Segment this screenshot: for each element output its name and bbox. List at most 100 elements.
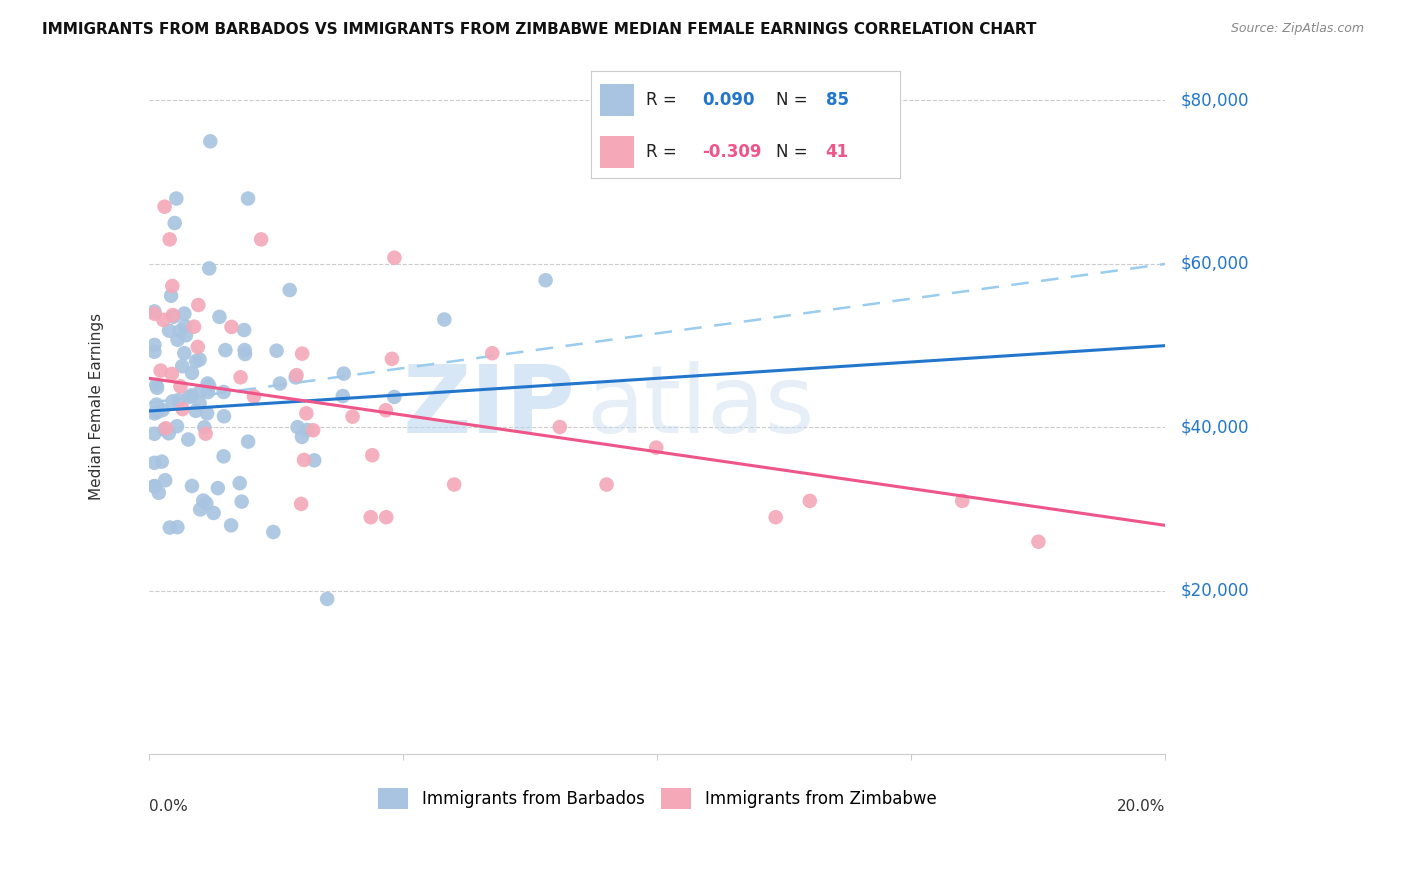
Point: [159, 232, 181, 246]
Text: 20.0%: 20.0%: [1116, 799, 1166, 814]
Legend: Immigrants from Barbados, Immigrants from Zimbabwe: Immigrants from Barbados, Immigrants fro…: [371, 781, 943, 815]
Point: [207, 481, 229, 495]
Point: [180, 388, 202, 402]
Point: [214, 343, 236, 358]
Point: [188, 352, 211, 367]
Point: [295, 423, 318, 437]
Point: [233, 343, 256, 357]
Point: [157, 324, 180, 338]
Point: [250, 232, 273, 246]
Point: [197, 385, 219, 400]
Point: [183, 319, 205, 334]
Point: [316, 591, 339, 606]
Point: [481, 346, 503, 360]
Point: [184, 354, 207, 368]
Point: [292, 453, 315, 467]
Point: [143, 456, 166, 470]
Point: [187, 298, 209, 312]
Point: [382, 390, 405, 404]
Text: 0.090: 0.090: [702, 91, 755, 109]
Point: [291, 430, 314, 444]
Point: [233, 323, 256, 337]
Text: $60,000: $60,000: [1181, 255, 1249, 273]
Point: [534, 273, 557, 287]
Point: [143, 406, 166, 420]
Point: [143, 479, 166, 493]
Point: [160, 367, 183, 381]
Point: [374, 403, 396, 417]
Point: [153, 423, 176, 437]
Text: 0.0%: 0.0%: [149, 799, 188, 814]
Text: atlas: atlas: [586, 361, 814, 453]
Point: [150, 455, 173, 469]
Point: [645, 441, 668, 455]
Point: [200, 134, 222, 148]
Point: [212, 450, 235, 464]
Point: [152, 313, 174, 327]
Point: [146, 405, 169, 419]
Point: [149, 363, 172, 377]
Point: [304, 453, 326, 467]
Point: [202, 506, 225, 520]
Point: [266, 343, 288, 358]
Point: [765, 510, 787, 524]
Point: [193, 493, 215, 508]
Point: [177, 433, 200, 447]
Point: [360, 510, 382, 524]
Point: [184, 404, 207, 418]
Text: Source: ZipAtlas.com: Source: ZipAtlas.com: [1230, 22, 1364, 36]
Point: [143, 344, 166, 359]
Point: [285, 368, 308, 383]
Point: [194, 426, 217, 441]
Point: [145, 377, 167, 392]
Point: [1028, 534, 1050, 549]
Point: [443, 477, 465, 491]
Point: [143, 338, 166, 352]
Point: [146, 381, 169, 395]
Point: [169, 379, 191, 393]
Point: [174, 328, 197, 343]
Point: [152, 403, 174, 417]
Point: [219, 518, 242, 533]
Point: [188, 396, 211, 410]
Point: [143, 304, 166, 318]
Point: [166, 520, 188, 534]
Point: [162, 394, 184, 409]
Point: [143, 479, 166, 493]
Point: [212, 409, 235, 424]
Point: [193, 420, 215, 434]
Point: [167, 393, 190, 408]
Point: [181, 479, 204, 493]
Point: [143, 307, 166, 321]
Point: [233, 347, 256, 361]
Point: [157, 426, 180, 441]
Point: [198, 261, 221, 276]
Point: [172, 359, 194, 374]
FancyBboxPatch shape: [600, 84, 634, 116]
Point: [433, 312, 456, 326]
Point: [166, 333, 188, 347]
Point: [172, 402, 194, 417]
Point: [236, 192, 259, 206]
Point: [548, 420, 571, 434]
Point: [173, 307, 195, 321]
Point: [165, 192, 187, 206]
Text: R =: R =: [647, 143, 682, 161]
Point: [195, 496, 218, 510]
Point: [381, 351, 404, 366]
Point: [375, 510, 398, 524]
Point: [162, 279, 184, 293]
Point: [229, 370, 252, 384]
Text: N =: N =: [776, 143, 807, 161]
Point: [342, 409, 364, 424]
Point: [190, 384, 212, 399]
Point: [950, 494, 973, 508]
Point: [269, 376, 291, 391]
Point: [162, 308, 184, 322]
Point: [166, 419, 188, 434]
Point: [143, 426, 166, 441]
Point: [332, 389, 354, 403]
Point: [295, 406, 318, 420]
Point: [231, 494, 253, 508]
Point: [284, 370, 307, 384]
